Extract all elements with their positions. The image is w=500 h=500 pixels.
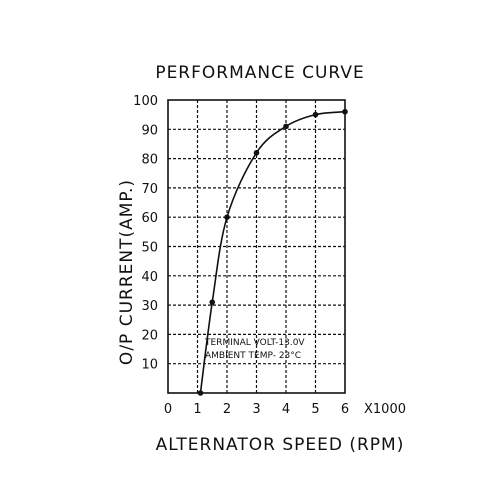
data-point — [283, 123, 289, 130]
annotation-terminal-volt: TERMINAL VOLT-13.0V — [204, 338, 305, 348]
data-point — [209, 299, 216, 305]
y-tick-label: 30 — [141, 299, 158, 314]
x-tick-label: 1 — [193, 402, 201, 417]
x-multiplier-label: X1000 — [364, 402, 406, 417]
plot-frame — [167, 99, 346, 394]
x-tick-label: 4 — [282, 402, 290, 417]
y-tick-label: 60 — [141, 211, 158, 226]
y-tick-label: 100 — [133, 94, 158, 109]
y-tick-label: 20 — [141, 328, 158, 343]
x-tick-labels: 0 1 2 3 4 5 6 — [164, 402, 349, 417]
data-point — [197, 390, 204, 396]
y-tick-label: 70 — [141, 182, 158, 197]
y-tick-label: 10 — [141, 358, 158, 373]
x-tick-label: 6 — [341, 402, 349, 417]
y-tick-label: 50 — [141, 241, 158, 256]
x-tick-label: 2 — [223, 402, 231, 417]
x-tick-label: 0 — [164, 402, 172, 417]
x-axis-label: ALTERNATOR SPEED (RPM) — [156, 435, 405, 455]
x-tick-label: 3 — [252, 402, 260, 417]
annotation-ambient-temp: AMBIENT TEMP- 23°C — [205, 351, 301, 361]
data-point — [253, 149, 260, 156]
y-tick-labels: 10 20 30 40 50 60 70 80 90 100 — [133, 94, 158, 373]
grid — [168, 100, 345, 393]
data-point — [342, 108, 348, 115]
x-tick-label: 5 — [311, 402, 319, 417]
y-tick-label: 80 — [141, 153, 158, 168]
chart-title: PERFORMANCE CURVE — [155, 63, 364, 83]
data-points — [197, 108, 348, 396]
y-tick-label: 40 — [141, 270, 158, 285]
y-axis-label: O/P CURRENT(AMP.) — [117, 179, 137, 365]
data-point — [224, 214, 230, 220]
data-point — [312, 111, 319, 118]
y-tick-label: 90 — [141, 123, 158, 138]
